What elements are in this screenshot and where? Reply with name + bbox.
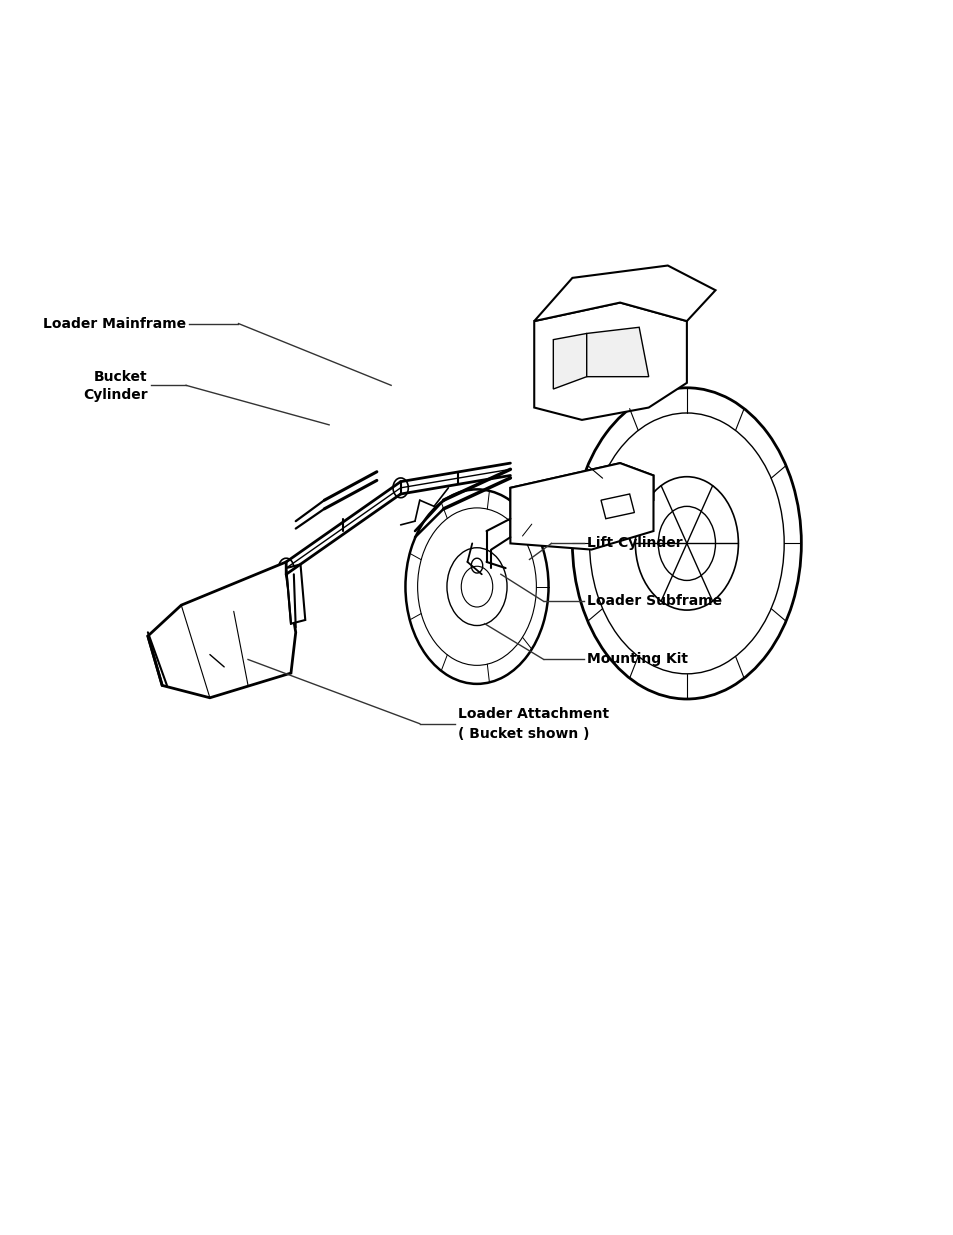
Polygon shape [600, 494, 634, 519]
Text: ( Bucket shown ): ( Bucket shown ) [457, 726, 589, 741]
Text: Loader Attachment: Loader Attachment [457, 706, 608, 721]
Text: Mounting Kit: Mounting Kit [586, 652, 687, 667]
Polygon shape [534, 303, 686, 420]
Text: Lift Cylinder: Lift Cylinder [586, 536, 681, 551]
Polygon shape [553, 333, 586, 389]
Text: Loader Mainframe: Loader Mainframe [43, 316, 186, 331]
Polygon shape [510, 463, 653, 550]
Polygon shape [286, 564, 305, 624]
Polygon shape [510, 463, 653, 537]
Polygon shape [534, 266, 715, 321]
Text: Loader Subframe: Loader Subframe [586, 594, 721, 609]
Text: Cylinder: Cylinder [83, 388, 148, 403]
Polygon shape [148, 562, 295, 698]
Polygon shape [586, 327, 648, 377]
Text: Bucket: Bucket [94, 369, 148, 384]
